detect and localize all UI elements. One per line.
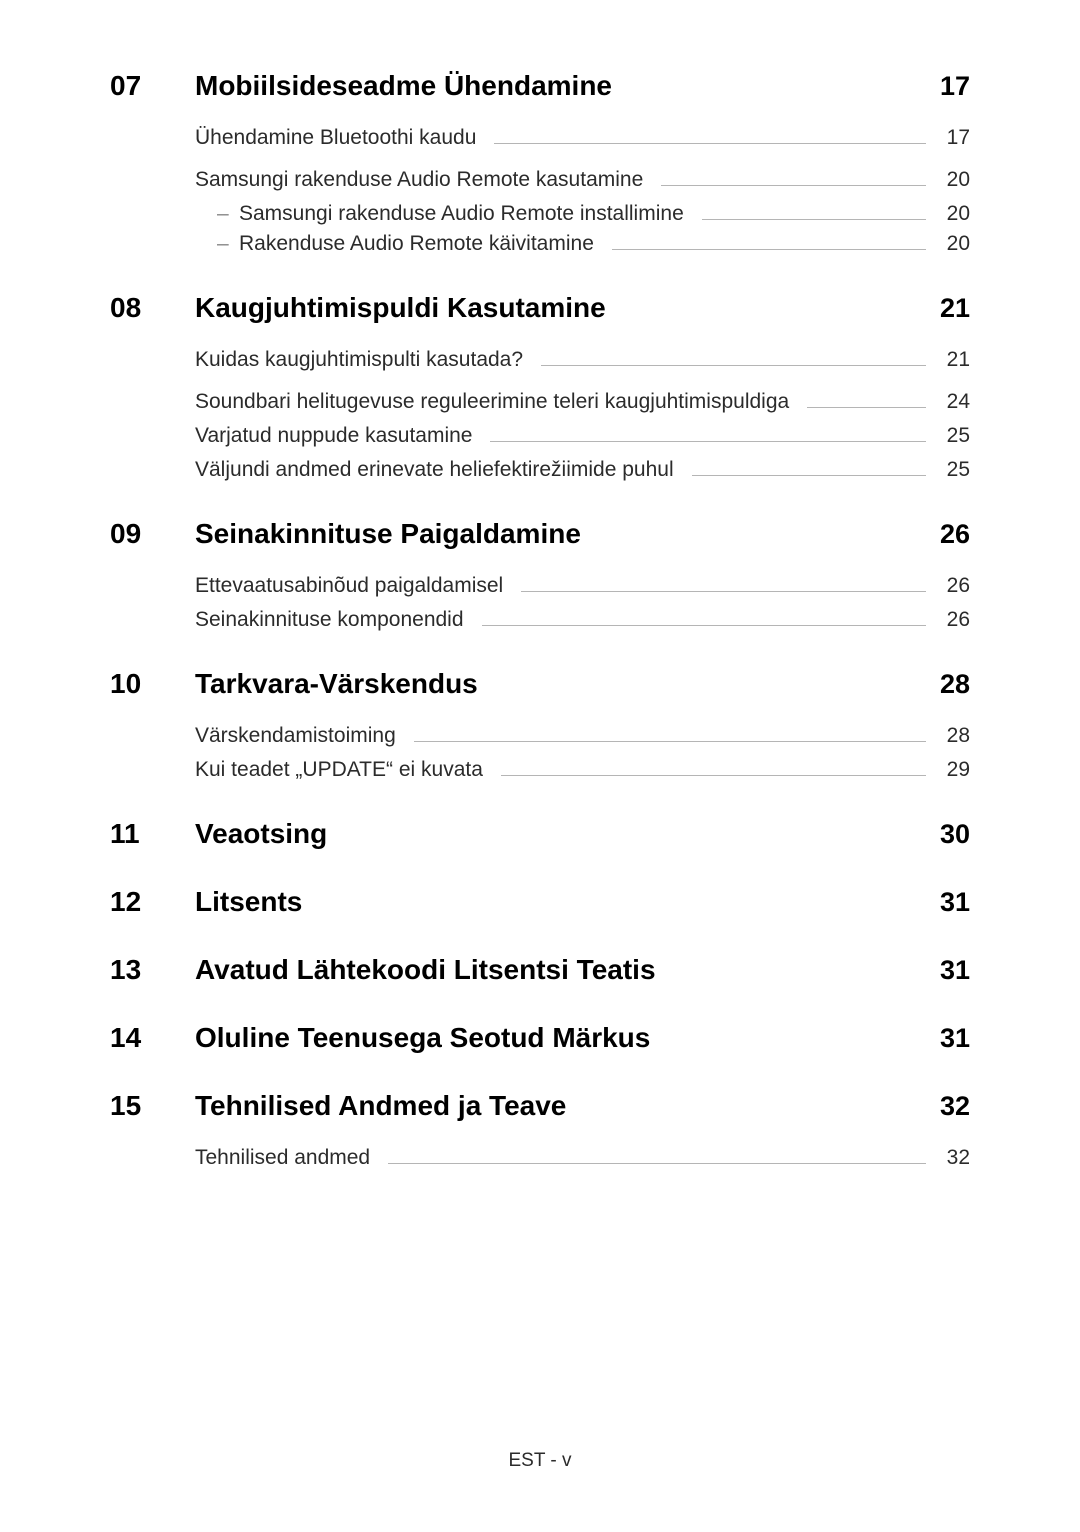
dash-icon: –	[217, 232, 239, 256]
leader-line	[414, 741, 926, 742]
leader-line	[541, 365, 926, 366]
toc-section: 07Mobiilsideseadme Ühendamine17	[110, 70, 970, 102]
toc-entry: Ettevaatusabinõud paigaldamisel 26	[195, 574, 970, 598]
toc-entry: Seinakinnituse komponendid 26	[195, 608, 970, 632]
leader-line	[807, 407, 926, 408]
entry-page: 21	[940, 348, 970, 372]
entry-page: 20	[940, 168, 970, 192]
leader-line	[692, 475, 926, 476]
section-page: 17	[920, 71, 970, 102]
section-title: Veaotsing	[195, 818, 920, 850]
entry-label: Varjatud nuppude kasutamine	[195, 424, 472, 448]
entry-label: Ühendamine Bluetoothi kaudu	[195, 126, 476, 150]
section-title: Kaugjuhtimispuldi Kasutamine	[195, 292, 920, 324]
section-page: 28	[920, 669, 970, 700]
entry-label: Kuidas kaugjuhtimispulti kasutada?	[195, 348, 523, 372]
section-number: 14	[110, 1022, 195, 1054]
section-title: Seinakinnituse Paigaldamine	[195, 518, 920, 550]
toc-entry: Varjatud nuppude kasutamine 25	[195, 424, 970, 448]
section-page: 21	[920, 293, 970, 324]
toc-subentry: –Rakenduse Audio Remote käivitamine 20	[195, 232, 970, 256]
section-entries: Ettevaatusabinõud paigaldamisel26Seinaki…	[195, 574, 970, 632]
section-title: Mobiilsideseadme Ühendamine	[195, 70, 920, 102]
section-number: 12	[110, 886, 195, 918]
entry-label: Seinakinnituse komponendid	[195, 608, 464, 632]
subentry-label: Samsungi rakenduse Audio Remote installi…	[239, 202, 684, 226]
leader-line	[612, 249, 926, 250]
entry-label: Soundbari helitugevuse reguleerimine tel…	[195, 390, 789, 414]
entry-page: 24	[940, 390, 970, 414]
section-number: 11	[110, 818, 195, 850]
section-page: 32	[920, 1091, 970, 1122]
entry-page: 25	[940, 424, 970, 448]
entry-label: Värskendamistoiming	[195, 724, 396, 748]
entry-page: 17	[940, 126, 970, 150]
subentry-page: 20	[940, 202, 970, 226]
leader-line	[501, 775, 926, 776]
dash-icon: –	[217, 202, 239, 226]
toc-entry: Kui teadet „UPDATE“ ei kuvata 29	[195, 758, 970, 782]
leader-line	[702, 219, 926, 220]
toc-entry: Ühendamine Bluetoothi kaudu 17	[195, 126, 970, 150]
toc-subentry: –Samsungi rakenduse Audio Remote install…	[195, 202, 970, 226]
toc-section: 11Veaotsing30	[110, 818, 970, 850]
section-title: Avatud Lähtekoodi Litsentsi Teatis	[195, 954, 920, 986]
entry-label: Samsungi rakenduse Audio Remote kasutami…	[195, 168, 643, 192]
section-number: 07	[110, 70, 195, 102]
toc-root: 07Mobiilsideseadme Ühendamine17Ühendamin…	[110, 70, 970, 1170]
section-page: 30	[920, 819, 970, 850]
section-page: 31	[920, 1023, 970, 1054]
leader-line	[661, 185, 926, 186]
toc-section: 12Litsents31	[110, 886, 970, 918]
section-title: Oluline Teenusega Seotud Märkus	[195, 1022, 920, 1054]
section-number: 09	[110, 518, 195, 550]
subentry-page: 20	[940, 232, 970, 256]
toc-entry: Väljundi andmed erinevate heliefektireži…	[195, 458, 970, 482]
section-title: Litsents	[195, 886, 920, 918]
section-number: 15	[110, 1090, 195, 1122]
entry-page: 26	[940, 608, 970, 632]
leader-line	[494, 143, 926, 144]
section-entries: Tehnilised andmed 32	[195, 1146, 970, 1170]
entry-page: 28	[940, 724, 970, 748]
section-entries: Ühendamine Bluetoothi kaudu 17 Samsungi ra…	[195, 126, 970, 256]
entry-label: Kui teadet „UPDATE“ ei kuvata	[195, 758, 483, 782]
toc-entry: Värskendamistoiming 28	[195, 724, 970, 748]
toc-section: 14Oluline Teenusega Seotud Märkus31	[110, 1022, 970, 1054]
toc-section: 13Avatud Lähtekoodi Litsentsi Teatis31	[110, 954, 970, 986]
leader-line	[490, 441, 926, 442]
entry-label: Tehnilised andmed	[195, 1146, 370, 1170]
toc-entry: Samsungi rakenduse Audio Remote kasutami…	[195, 168, 970, 192]
leader-line	[388, 1163, 926, 1164]
entry-label: Väljundi andmed erinevate heliefektireži…	[195, 458, 674, 482]
section-page: 31	[920, 887, 970, 918]
section-number: 10	[110, 668, 195, 700]
leader-line	[521, 591, 926, 592]
toc-section: 08Kaugjuhtimispuldi Kasutamine21	[110, 292, 970, 324]
toc-section: 09Seinakinnituse Paigaldamine26	[110, 518, 970, 550]
section-entries: Kuidas kaugjuhtimispulti kasutada? 21 Soun…	[195, 348, 970, 482]
leader-line	[482, 625, 926, 626]
section-title: Tarkvara-Värskendus	[195, 668, 920, 700]
section-title: Tehnilised Andmed ja Teave	[195, 1090, 920, 1122]
section-number: 13	[110, 954, 195, 986]
subentry-label: Rakenduse Audio Remote käivitamine	[239, 232, 594, 256]
entry-page: 29	[940, 758, 970, 782]
entry-label: Ettevaatusabinõud paigaldamisel	[195, 574, 503, 598]
entry-page: 26	[940, 574, 970, 598]
toc-section: 10Tarkvara-Värskendus28	[110, 668, 970, 700]
section-page: 26	[920, 519, 970, 550]
page-footer: EST - v	[0, 1450, 1080, 1472]
toc-entry: Kuidas kaugjuhtimispulti kasutada? 21	[195, 348, 970, 372]
entry-page: 25	[940, 458, 970, 482]
section-page: 31	[920, 955, 970, 986]
section-number: 08	[110, 292, 195, 324]
toc-entry: Soundbari helitugevuse reguleerimine tel…	[195, 390, 970, 414]
toc-section: 15Tehnilised Andmed ja Teave32	[110, 1090, 970, 1122]
entry-page: 32	[940, 1146, 970, 1170]
section-entries: Värskendamistoiming 28 Kui teadet „UPDATE“…	[195, 724, 970, 782]
toc-entry: Tehnilised andmed 32	[195, 1146, 970, 1170]
